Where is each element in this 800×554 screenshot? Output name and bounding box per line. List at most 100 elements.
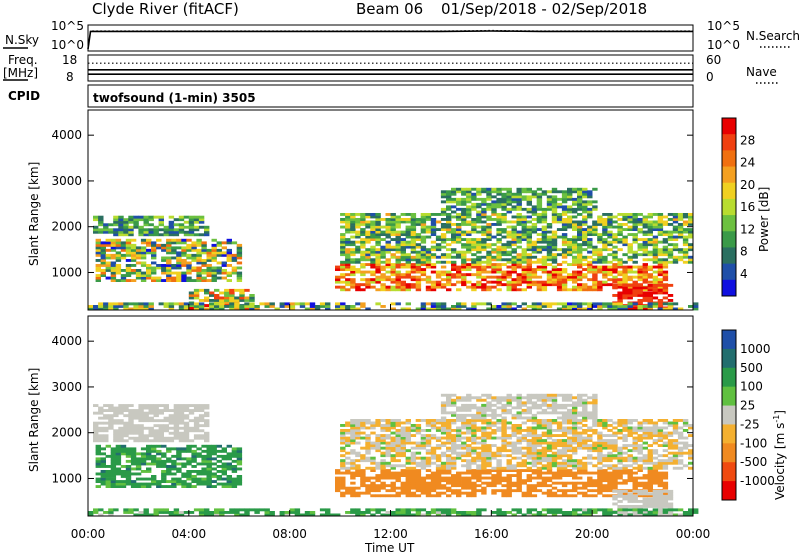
heatmap-cell <box>587 210 593 214</box>
heatmap-cell <box>607 456 613 460</box>
heatmap-cell <box>188 302 195 306</box>
heatmap-cell <box>632 466 638 470</box>
heatmap-cell <box>647 429 653 432</box>
freq-tick-top: 18 <box>62 53 77 67</box>
heatmap-cell <box>501 466 507 470</box>
heatmap-cell <box>425 424 432 427</box>
heatmap-cell <box>582 416 588 420</box>
heatmap-cell <box>612 486 618 490</box>
heatmap-cell <box>597 283 603 287</box>
heatmap-cell <box>415 446 422 450</box>
heatmap-cell <box>672 248 679 252</box>
heatmap-cell <box>95 279 101 282</box>
heatmap-cell <box>652 449 659 453</box>
heatmap-cell <box>110 472 117 476</box>
heatmap-cell <box>370 270 376 274</box>
heatmap-cell <box>546 466 553 470</box>
heatmap-cell <box>592 187 598 191</box>
heatmap-cell <box>446 396 452 400</box>
heatmap-cell <box>143 404 149 407</box>
heatmap-cell <box>526 243 532 247</box>
heatmap-cell <box>156 459 162 463</box>
heatmap-cell <box>360 446 366 450</box>
heatmap-cell <box>446 207 452 211</box>
heatmap-cell <box>360 223 366 226</box>
heatmap-cell <box>491 479 497 483</box>
heatmap-cell <box>521 401 527 405</box>
heatmap-cell <box>425 481 432 485</box>
heatmap-cell <box>481 393 487 397</box>
heatmap-cell <box>100 253 106 257</box>
heatmap-cell <box>627 296 633 300</box>
heatmap-cell <box>370 213 376 216</box>
heatmap-cell <box>662 419 669 422</box>
heatmap-cell <box>350 439 356 442</box>
heatmap-cell <box>395 248 401 252</box>
heatmap-cell <box>632 459 638 463</box>
heatmap-cell <box>612 466 618 470</box>
heatmap-cell <box>622 283 628 287</box>
heatmap-cell <box>138 431 144 435</box>
heatmap-cell <box>632 260 638 264</box>
heatmap-cell <box>370 424 376 427</box>
heatmap-cell <box>531 413 538 417</box>
heatmap-cell <box>602 255 608 259</box>
heatmap-cell <box>95 251 101 255</box>
heatmap-cell <box>662 245 669 249</box>
heatmap-cell <box>350 426 356 430</box>
heatmap-cell <box>688 466 694 470</box>
heatmap-cell <box>536 205 543 209</box>
heatmap-cell <box>400 449 406 453</box>
heatmap-cell <box>556 283 563 287</box>
heatmap-cell <box>536 275 543 279</box>
heatmap-cell <box>355 429 361 432</box>
heatmap-cell <box>156 266 162 270</box>
heatmap-cell <box>551 486 558 490</box>
heatmap-cell <box>93 230 99 234</box>
heatmap-cell <box>652 476 659 480</box>
heatmap-cell <box>461 479 467 483</box>
heatmap-cell <box>375 243 381 247</box>
heatmap-cell <box>471 471 477 475</box>
heatmap-cell <box>476 205 482 209</box>
heatmap-cell <box>622 446 628 450</box>
heatmap-cell <box>183 434 190 438</box>
heatmap-cell <box>108 302 114 306</box>
heatmap-cell <box>319 302 326 306</box>
heatmap-cell <box>577 245 583 249</box>
heatmap-cell <box>612 253 618 257</box>
heatmap-cell <box>597 439 603 442</box>
heatmap-cell <box>652 283 659 287</box>
heatmap-cell <box>476 202 482 206</box>
heatmap-cell <box>526 263 532 266</box>
heatmap-cell <box>440 233 447 236</box>
heatmap-cell <box>168 439 175 443</box>
heatmap-cell <box>461 223 467 226</box>
heatmap-cell <box>430 434 437 437</box>
heatmap-cell <box>183 436 190 440</box>
heatmap-cell <box>662 248 669 252</box>
heatmap-cell <box>582 285 588 289</box>
heatmap-cell <box>355 268 361 271</box>
heatmap-cell <box>662 307 669 311</box>
heatmap-cell <box>546 273 553 277</box>
heatmap-cell <box>456 223 462 226</box>
heatmap-cell <box>501 215 507 219</box>
heatmap-cell <box>657 283 664 287</box>
heatmap-cell <box>567 464 573 468</box>
heatmap-cell <box>677 466 684 470</box>
heatmap-cell <box>340 275 346 279</box>
heatmap-cell <box>340 245 346 249</box>
heatmap-cell <box>577 491 583 495</box>
heatmap-cell <box>572 451 578 455</box>
heatmap-cell <box>567 225 573 229</box>
heatmap-cell <box>231 447 238 451</box>
heatmap-cell <box>239 305 245 308</box>
heatmap-cell <box>466 187 472 191</box>
heatmap-cell <box>188 411 195 415</box>
heatmap-cell <box>420 263 427 266</box>
heatmap-cell <box>582 494 588 498</box>
heatmap-cell <box>657 230 664 234</box>
heatmap-cell <box>226 238 232 242</box>
heatmap-cell <box>451 476 457 480</box>
